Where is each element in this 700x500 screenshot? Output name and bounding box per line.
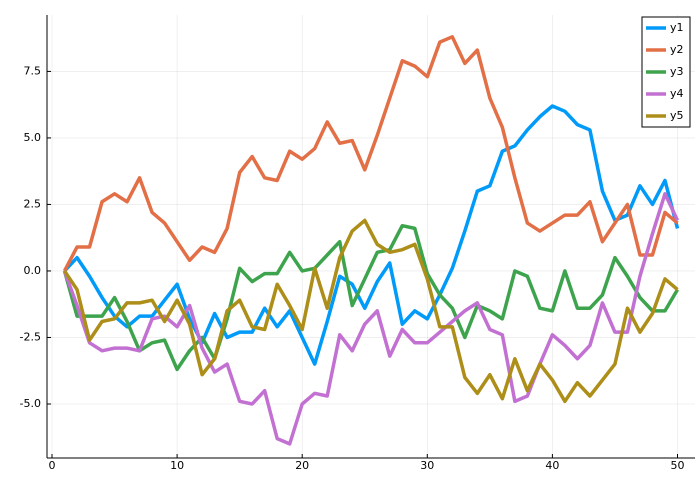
legend-label: y4 [670,87,684,100]
line-series [62,223,679,372]
legend-label: y1 [670,21,684,34]
y-tick-label: 7.5 [24,64,42,77]
y-tick-label: 2.5 [24,197,42,210]
y-tick-label: 5.0 [24,131,42,144]
y-tick-label: -5.0 [20,397,41,410]
x-tick-label: 40 [545,459,559,472]
x-tick-label: 0 [49,459,56,472]
line-series [63,104,680,366]
x-tick-label: 50 [670,459,684,472]
x-tick-label: 20 [295,459,309,472]
legend-label: y2 [670,43,684,56]
x-tick-label: 10 [170,459,184,472]
y-tick-label: -2.5 [20,330,41,343]
line-series [63,218,679,404]
x-tick-label: 30 [420,459,434,472]
y-tick-label: 0.0 [24,264,42,277]
line-series [62,35,679,272]
legend-label: y5 [670,109,684,122]
legend-label: y3 [670,65,684,78]
